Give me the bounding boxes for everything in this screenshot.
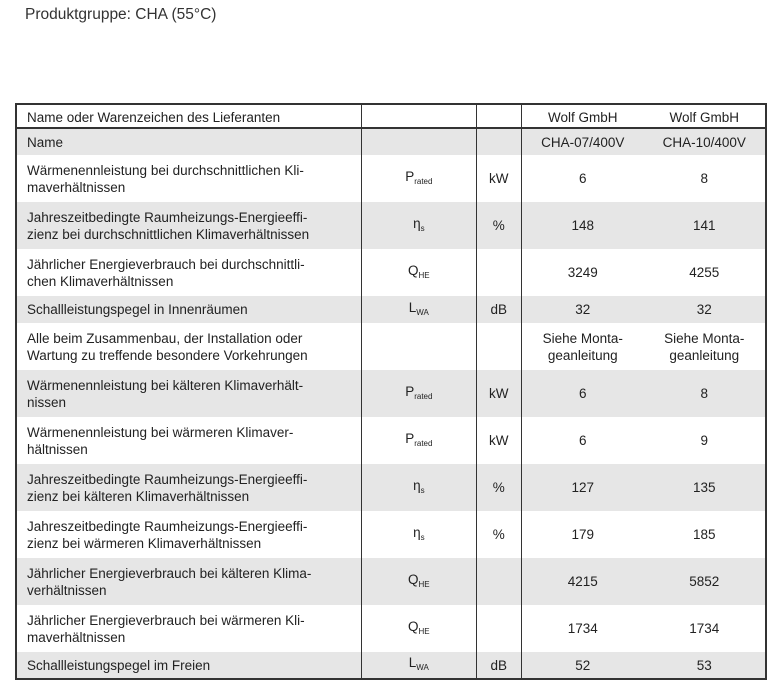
row-value-1: Siehe Monta-geanleitung (542, 330, 623, 363)
row-value-2: 8 (700, 386, 708, 401)
row-unit (476, 558, 523, 605)
table-row: Jährlicher Energieverbrauch bei durchsch… (16, 249, 766, 296)
table-row: Name CHA-07/400V CHA-10/400V (16, 128, 766, 155)
row-label: Wärmenennleistung bei kälteren Klimaverh… (16, 370, 363, 417)
row-label: Schallleistungspegel in Innenräumen (16, 296, 363, 323)
product-group-title: Produktgruppe: CHA (55°C) (25, 6, 217, 23)
row-label: Wärmenennleistung bei durchschnittlichen… (16, 155, 363, 202)
table-row: Jährlicher Energieverbrauch bei wärmeren… (16, 605, 766, 652)
row-symbol: ηs (361, 464, 477, 511)
row-label: Schallleistungspegel im Freien (16, 652, 363, 679)
row-unit (476, 249, 523, 296)
row-symbol: LWA (361, 652, 477, 679)
table-row: Jährlicher Energieverbrauch bei kälteren… (16, 558, 766, 605)
row-symbol: ηs (361, 511, 477, 558)
table-row: Wärmenennleistung bei kälteren Klimaverh… (16, 370, 766, 417)
row-label: Jahreszeitbedingte Raumheizungs-Energiee… (16, 464, 363, 511)
row-symbol: QHE (361, 605, 477, 652)
product-data-table: Name oder Warenzeichen des Lieferanten W… (15, 103, 767, 680)
row-symbol: QHE (361, 249, 477, 296)
row-unit: kW (476, 417, 523, 464)
row-value-1: 4215 (567, 574, 598, 589)
row-value-1: 52 (575, 657, 591, 673)
table-row: Wärmenennleistung bei durchschnittlichen… (16, 155, 766, 202)
row-unit: % (476, 464, 523, 511)
table-row: Jahreszeitbedingte Raumheizungs-Energiee… (16, 511, 766, 558)
table-row: Jahreszeitbedingte Raumheizungs-Energiee… (16, 464, 766, 511)
row-label: Jahreszeitbedingte Raumheizungs-Energiee… (16, 511, 363, 558)
row-value-2: 135 (692, 480, 716, 495)
row-unit: dB (476, 652, 523, 679)
row-symbol: QHE (361, 558, 477, 605)
row-value-2: 1734 (689, 621, 720, 636)
table-header-row: Name oder Warenzeichen des Lieferanten W… (16, 104, 766, 128)
row-unit: kW (476, 155, 523, 202)
row-symbol: LWA (361, 296, 477, 323)
row-value-2: Siehe Monta-geanleitung (664, 330, 745, 363)
row-unit: % (476, 202, 523, 249)
row-value-1: 148 (571, 218, 595, 233)
row-label: Jährlicher Energieverbrauch bei wärmeren… (16, 605, 363, 652)
supplier-col2: Wolf GmbH (669, 110, 739, 125)
row-label: Alle beim Zusammenbau, der Installation … (16, 323, 363, 370)
row-label: Jahreszeitbedingte Raumheizungs-Energiee… (16, 202, 363, 249)
table-row: Jahreszeitbedingte Raumheizungs-Energiee… (16, 202, 766, 249)
row-symbol: Prated (361, 417, 477, 464)
row-label: Wärmenennleistung bei wärmeren Klimaver-… (16, 417, 363, 464)
row-value-2: 5852 (689, 574, 720, 589)
supplier-label: Name oder Warenzeichen des Lieferanten (16, 104, 363, 128)
row-value-1: 6 (579, 386, 587, 401)
row-symbol: Prated (361, 155, 477, 202)
row-value-1: 127 (571, 480, 595, 495)
row-value-1: 6 (579, 433, 587, 448)
row-value-1: 179 (571, 527, 595, 542)
row-value-2: 185 (692, 527, 716, 542)
supplier-col1: Wolf GmbH (548, 110, 618, 125)
row-unit: % (476, 511, 523, 558)
row-symbol (361, 323, 477, 370)
row-value-1: 3249 (567, 265, 598, 280)
table-row: Wärmenennleistung bei wärmeren Klimaver-… (16, 417, 766, 464)
row-unit (476, 128, 523, 155)
row-value-1: CHA-07/400V (541, 134, 625, 150)
table-row: Schallleistungspegel im Freien LWA dB 52 53 (16, 652, 766, 679)
row-symbol: ηs (361, 202, 477, 249)
row-value-2: 32 (696, 302, 712, 317)
row-value-1: 6 (579, 171, 587, 186)
row-value-1: 1734 (567, 621, 598, 636)
table-row: Schallleistungspegel in Innenräumen LWA dB… (16, 296, 766, 323)
row-label: Jährlicher Energieverbrauch bei kälteren… (16, 558, 363, 605)
row-value-1: 32 (575, 302, 591, 317)
row-value-2: 141 (692, 218, 716, 233)
row-symbol (361, 128, 477, 155)
row-symbol: Prated (361, 370, 477, 417)
row-value-2: 53 (696, 657, 712, 673)
row-value-2: CHA-10/400V (662, 134, 746, 150)
row-label: Name (16, 128, 363, 155)
row-label: Jährlicher Energieverbrauch bei durchsch… (16, 249, 363, 296)
row-unit (476, 605, 523, 652)
row-value-2: 4255 (689, 265, 720, 280)
row-unit: kW (476, 370, 523, 417)
row-unit (476, 323, 523, 370)
table-row: Alle beim Zusammenbau, der Installation … (16, 323, 766, 370)
row-unit: dB (476, 296, 523, 323)
row-value-2: 8 (700, 171, 708, 186)
row-value-2: 9 (700, 433, 708, 448)
